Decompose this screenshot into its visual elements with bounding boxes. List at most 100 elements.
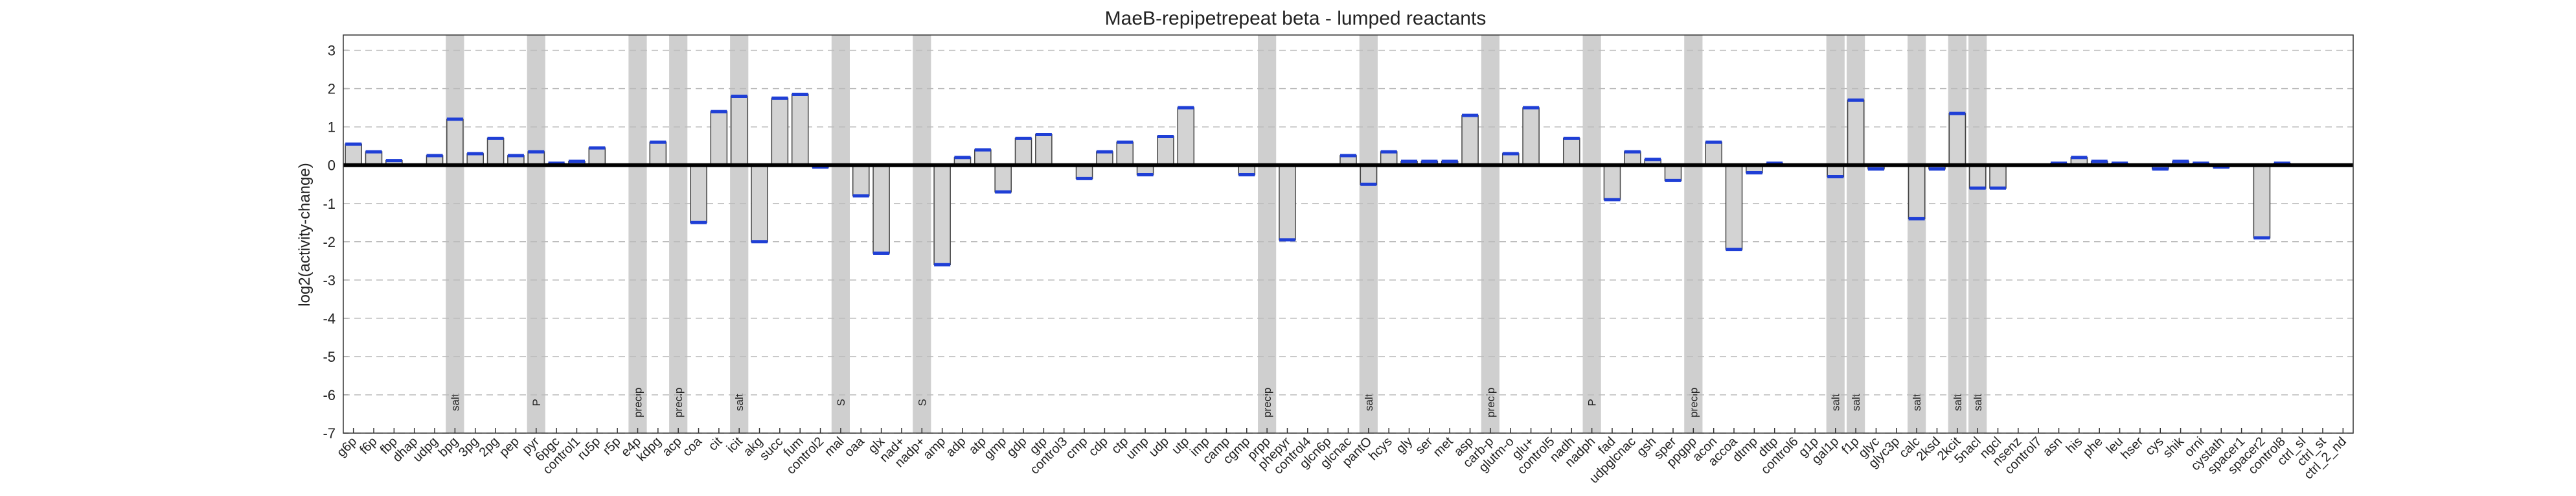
bar bbox=[486, 137, 505, 166]
x-tick-label: ser bbox=[1413, 434, 1435, 457]
x-tick-label: gdp bbox=[1004, 434, 1029, 460]
bar bbox=[1157, 136, 1174, 166]
x-tick-label: 3pg bbox=[456, 434, 481, 460]
bar bbox=[994, 164, 1012, 193]
bar bbox=[1562, 137, 1580, 166]
x-tick-label: hcys bbox=[1366, 434, 1395, 464]
y-tick-label: -7 bbox=[323, 425, 336, 442]
x-tick-label: udp bbox=[1146, 434, 1172, 460]
x-tick-label: oaa bbox=[842, 434, 868, 460]
bar bbox=[1989, 164, 2007, 189]
annotation-band bbox=[1258, 35, 1277, 433]
bar bbox=[1908, 164, 1926, 220]
x-tick-label: mal bbox=[822, 434, 847, 459]
bar bbox=[446, 119, 464, 166]
y-axis-label: log2(activity-change) bbox=[296, 163, 313, 306]
bar bbox=[690, 164, 707, 224]
y-tick-label: -5 bbox=[323, 349, 336, 365]
x-tick-label: cys bbox=[2143, 434, 2167, 458]
x-tick-label: adp bbox=[943, 434, 968, 460]
annotation-label: precip bbox=[632, 388, 644, 418]
annotation-label: precip bbox=[672, 388, 685, 418]
annotation-band bbox=[446, 35, 464, 433]
bar bbox=[1522, 107, 1540, 166]
x-tick-label: phe bbox=[2080, 434, 2106, 460]
annotation-label: salt bbox=[1952, 394, 1964, 411]
y-tick-label: -2 bbox=[323, 234, 336, 250]
y-tick-label: 1 bbox=[328, 119, 336, 136]
bar bbox=[852, 164, 870, 196]
annotation-band bbox=[1968, 35, 1987, 433]
bar bbox=[1461, 115, 1479, 166]
annotation-band bbox=[1908, 35, 1926, 433]
bar bbox=[1075, 164, 1093, 180]
y-tick-label: 2 bbox=[328, 81, 336, 97]
annotation-band bbox=[913, 35, 931, 433]
x-tick-label: 2pg bbox=[476, 434, 501, 460]
bar bbox=[649, 141, 667, 166]
annotation-band bbox=[831, 35, 850, 433]
x-tick-label: g6p bbox=[334, 434, 359, 460]
bar bbox=[1096, 151, 1113, 166]
bar bbox=[1664, 164, 1682, 182]
x-tick-label: coa bbox=[680, 434, 705, 459]
x-tick-label: cit bbox=[706, 434, 725, 454]
bar bbox=[1968, 164, 1987, 189]
bar bbox=[730, 95, 748, 166]
annotation-label: salt bbox=[1911, 394, 1923, 411]
annotation-band bbox=[1481, 35, 1500, 433]
bar bbox=[1279, 164, 1296, 241]
bar bbox=[588, 147, 606, 166]
x-tick-label: met bbox=[1431, 434, 1456, 460]
y-tick-label: -3 bbox=[323, 272, 336, 289]
annotation-band bbox=[669, 35, 688, 433]
annotation-label: salt bbox=[1363, 394, 1375, 411]
annotation-label: salt bbox=[733, 394, 746, 411]
plot-frame bbox=[343, 34, 2354, 434]
annotation-band bbox=[628, 35, 647, 433]
x-tick-label: asn bbox=[2040, 434, 2065, 459]
x-tick-label: cdp bbox=[1086, 434, 1111, 459]
bar bbox=[1948, 113, 1966, 166]
bar bbox=[1847, 99, 1865, 166]
annotation-band bbox=[527, 35, 545, 433]
annotation-label: precip bbox=[1687, 388, 1700, 418]
y-tick-label: 0 bbox=[328, 158, 336, 174]
x-tick-label: utp bbox=[1169, 434, 1192, 457]
annotation-band bbox=[1359, 35, 1378, 433]
x-tick-label: f6p bbox=[357, 434, 380, 457]
annotation-label: salt bbox=[1850, 394, 1862, 411]
y-tick-label: 3 bbox=[328, 43, 336, 59]
bar bbox=[771, 97, 789, 166]
bar bbox=[751, 164, 768, 242]
bar bbox=[1603, 164, 1621, 200]
bar bbox=[2253, 164, 2271, 239]
bar bbox=[1380, 151, 1398, 166]
x-tick-label: his bbox=[2064, 434, 2086, 456]
y-tick-label: -1 bbox=[323, 196, 336, 212]
bar bbox=[345, 143, 362, 166]
bar bbox=[710, 111, 728, 166]
bar bbox=[1705, 141, 1722, 166]
bar bbox=[1725, 164, 1743, 250]
annotation-band bbox=[1684, 35, 1703, 433]
annotation-label: precip bbox=[1485, 388, 1497, 418]
x-tick-label: r5p bbox=[600, 434, 624, 458]
x-tick-label: acp bbox=[659, 434, 684, 459]
bar bbox=[1360, 164, 1378, 185]
annotation-label: salt bbox=[1972, 394, 1984, 411]
bar bbox=[1014, 137, 1032, 166]
annotation-band bbox=[1948, 35, 1966, 433]
bar bbox=[1177, 107, 1195, 166]
y-tick-label: -4 bbox=[323, 311, 336, 327]
x-tick-label: bpg bbox=[436, 434, 461, 460]
annotation-label: P bbox=[530, 399, 543, 406]
y-tick-label: -6 bbox=[323, 387, 336, 403]
annotation-band bbox=[1846, 35, 1865, 433]
bar bbox=[1116, 141, 1134, 166]
annotation-label: salt bbox=[1830, 394, 1842, 411]
annotation-band bbox=[1582, 35, 1601, 433]
x-tick-label: gly bbox=[1393, 434, 1415, 456]
annotation-label: precip bbox=[1261, 388, 1273, 418]
